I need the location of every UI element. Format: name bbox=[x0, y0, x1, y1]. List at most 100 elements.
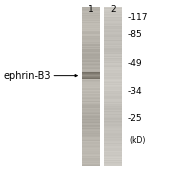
Bar bbox=[82, 34, 100, 35]
Bar bbox=[82, 51, 100, 52]
Bar bbox=[104, 28, 122, 29]
Bar bbox=[82, 99, 100, 100]
Bar bbox=[104, 156, 122, 157]
Bar bbox=[82, 66, 100, 67]
Bar bbox=[104, 13, 122, 14]
Bar bbox=[82, 95, 100, 96]
Bar bbox=[82, 75, 100, 76]
Bar bbox=[82, 56, 100, 57]
Bar bbox=[82, 144, 100, 145]
Bar bbox=[82, 143, 100, 144]
Bar bbox=[104, 83, 122, 84]
Bar bbox=[82, 76, 100, 77]
Bar bbox=[104, 12, 122, 13]
Bar bbox=[82, 76, 100, 77]
Bar bbox=[104, 55, 122, 56]
Bar bbox=[82, 121, 100, 122]
Bar bbox=[82, 97, 100, 98]
Bar bbox=[82, 74, 100, 75]
Bar bbox=[82, 16, 100, 17]
Bar bbox=[104, 123, 122, 124]
Bar bbox=[82, 89, 100, 90]
Bar bbox=[104, 134, 122, 135]
Bar bbox=[104, 154, 122, 155]
Bar bbox=[82, 23, 100, 24]
Bar bbox=[82, 31, 100, 32]
Bar bbox=[104, 45, 122, 46]
Bar bbox=[82, 108, 100, 109]
Bar bbox=[82, 30, 100, 31]
Bar bbox=[104, 50, 122, 51]
Bar bbox=[82, 10, 100, 11]
Bar bbox=[82, 65, 100, 66]
Bar bbox=[104, 26, 122, 27]
Bar bbox=[104, 125, 122, 126]
Bar bbox=[104, 46, 122, 47]
Bar bbox=[82, 78, 100, 79]
Bar bbox=[82, 139, 100, 140]
Bar bbox=[82, 74, 100, 75]
Bar bbox=[82, 119, 100, 120]
Bar bbox=[82, 116, 100, 117]
Bar bbox=[82, 7, 100, 8]
Bar bbox=[82, 64, 100, 65]
Bar bbox=[82, 96, 100, 97]
Bar bbox=[82, 72, 100, 73]
Bar bbox=[82, 127, 100, 128]
Bar bbox=[104, 108, 122, 109]
Bar bbox=[104, 110, 122, 111]
Bar bbox=[82, 138, 100, 139]
Bar bbox=[104, 23, 122, 24]
Bar bbox=[104, 35, 122, 37]
Text: ephrin-B3: ephrin-B3 bbox=[3, 71, 51, 81]
Bar bbox=[104, 134, 122, 136]
Bar bbox=[82, 107, 100, 108]
Bar bbox=[104, 17, 122, 18]
Bar bbox=[104, 151, 122, 152]
Bar bbox=[82, 61, 100, 62]
Bar bbox=[82, 35, 100, 36]
Bar bbox=[104, 66, 122, 67]
Bar bbox=[82, 17, 100, 18]
Bar bbox=[82, 48, 100, 49]
Bar bbox=[82, 123, 100, 124]
Bar bbox=[82, 74, 100, 75]
Bar bbox=[82, 127, 100, 128]
Bar bbox=[82, 104, 100, 105]
Bar bbox=[104, 62, 122, 63]
Bar bbox=[82, 76, 100, 77]
Bar bbox=[104, 41, 122, 42]
Bar bbox=[104, 69, 122, 70]
Bar bbox=[104, 15, 122, 16]
Bar bbox=[82, 41, 100, 42]
Bar bbox=[82, 81, 100, 82]
Text: -25: -25 bbox=[127, 114, 142, 123]
Bar bbox=[104, 73, 122, 74]
Bar bbox=[104, 57, 122, 58]
Bar bbox=[82, 60, 100, 61]
Bar bbox=[82, 57, 100, 58]
Bar bbox=[82, 11, 100, 12]
Bar bbox=[82, 52, 100, 53]
Bar bbox=[104, 25, 122, 26]
Bar bbox=[82, 74, 100, 75]
Bar bbox=[104, 97, 122, 98]
Bar bbox=[82, 70, 100, 71]
Bar bbox=[82, 21, 100, 22]
Bar bbox=[104, 104, 122, 105]
Bar bbox=[104, 60, 122, 61]
Bar bbox=[82, 149, 100, 150]
Bar bbox=[82, 26, 100, 27]
Bar bbox=[104, 58, 122, 59]
Bar bbox=[104, 71, 122, 72]
Bar bbox=[82, 54, 100, 55]
Bar bbox=[104, 20, 122, 21]
Bar bbox=[82, 47, 100, 48]
Bar bbox=[104, 90, 122, 91]
Bar bbox=[104, 149, 122, 150]
Bar bbox=[104, 62, 122, 63]
Bar bbox=[104, 102, 122, 103]
Bar bbox=[104, 98, 122, 99]
Bar bbox=[82, 92, 100, 93]
Bar bbox=[104, 89, 122, 90]
